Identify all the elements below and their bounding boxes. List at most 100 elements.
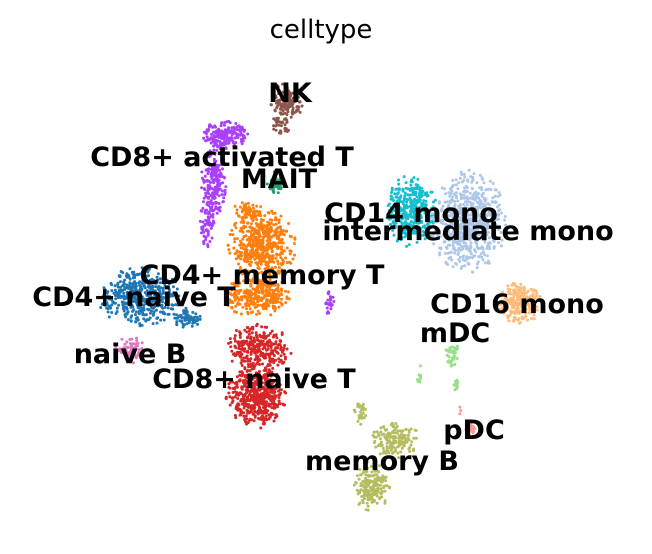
point (142, 308, 146, 312)
point (151, 290, 155, 294)
point (444, 252, 447, 255)
point (472, 229, 476, 233)
point (218, 168, 221, 172)
point (470, 223, 474, 227)
point (246, 269, 250, 273)
point (245, 404, 249, 408)
point (274, 358, 278, 362)
point (246, 409, 250, 413)
point (271, 301, 275, 305)
point (241, 347, 245, 351)
point (219, 130, 223, 134)
point (419, 364, 422, 368)
point (407, 438, 411, 442)
point (251, 310, 254, 314)
point (245, 355, 248, 359)
point (223, 188, 227, 192)
point (275, 252, 278, 256)
point (274, 288, 278, 291)
point (233, 204, 237, 208)
point (252, 336, 256, 340)
point (482, 223, 486, 227)
point (461, 255, 465, 259)
point (272, 419, 276, 423)
point (268, 356, 272, 360)
point (450, 356, 454, 360)
point (255, 351, 259, 354)
point (411, 202, 415, 206)
point (270, 329, 274, 333)
point (254, 345, 258, 348)
point (393, 224, 397, 228)
point (273, 118, 277, 122)
point (455, 240, 459, 244)
point (497, 209, 500, 213)
point (504, 223, 508, 227)
point (220, 189, 224, 193)
point (242, 243, 246, 247)
point (379, 483, 382, 487)
point (150, 306, 154, 310)
point (140, 281, 144, 285)
point (531, 289, 535, 293)
point (255, 240, 259, 244)
point (486, 224, 490, 228)
point (448, 251, 452, 255)
point (513, 282, 517, 286)
point (393, 209, 397, 213)
point (279, 186, 283, 190)
cluster-naive-b (114, 336, 144, 365)
point (384, 484, 388, 488)
point (391, 228, 395, 232)
point (206, 243, 210, 247)
point (140, 296, 144, 300)
point (500, 290, 504, 294)
point (405, 244, 408, 248)
point (198, 317, 202, 321)
point (223, 191, 227, 195)
point (293, 82, 297, 86)
point (116, 285, 120, 289)
point (255, 288, 259, 292)
point (420, 194, 424, 197)
point (129, 305, 133, 309)
point (363, 486, 367, 489)
point (236, 408, 240, 412)
point (266, 247, 270, 251)
point (279, 348, 283, 351)
point (480, 176, 484, 180)
point (431, 212, 435, 216)
point (149, 311, 152, 315)
chart-title: celltype (270, 15, 373, 45)
point (474, 190, 478, 194)
point (99, 306, 103, 309)
point (432, 242, 436, 246)
point (405, 206, 409, 210)
point (264, 356, 268, 359)
point (528, 311, 532, 315)
point (444, 348, 448, 352)
point (238, 268, 242, 272)
point (277, 241, 281, 245)
point (331, 295, 335, 299)
point (185, 310, 189, 314)
point (198, 219, 202, 223)
point (457, 242, 461, 246)
point (233, 222, 237, 226)
point (278, 402, 282, 406)
point (125, 306, 129, 310)
point (200, 170, 204, 174)
point (487, 241, 490, 245)
point (298, 110, 302, 114)
point (275, 84, 279, 88)
point (202, 187, 206, 191)
point (270, 209, 274, 213)
point (207, 219, 211, 223)
point (264, 353, 268, 356)
point (465, 223, 469, 227)
point (106, 310, 110, 314)
point (418, 218, 421, 221)
point (449, 192, 453, 196)
point (284, 289, 287, 293)
point (485, 227, 489, 231)
